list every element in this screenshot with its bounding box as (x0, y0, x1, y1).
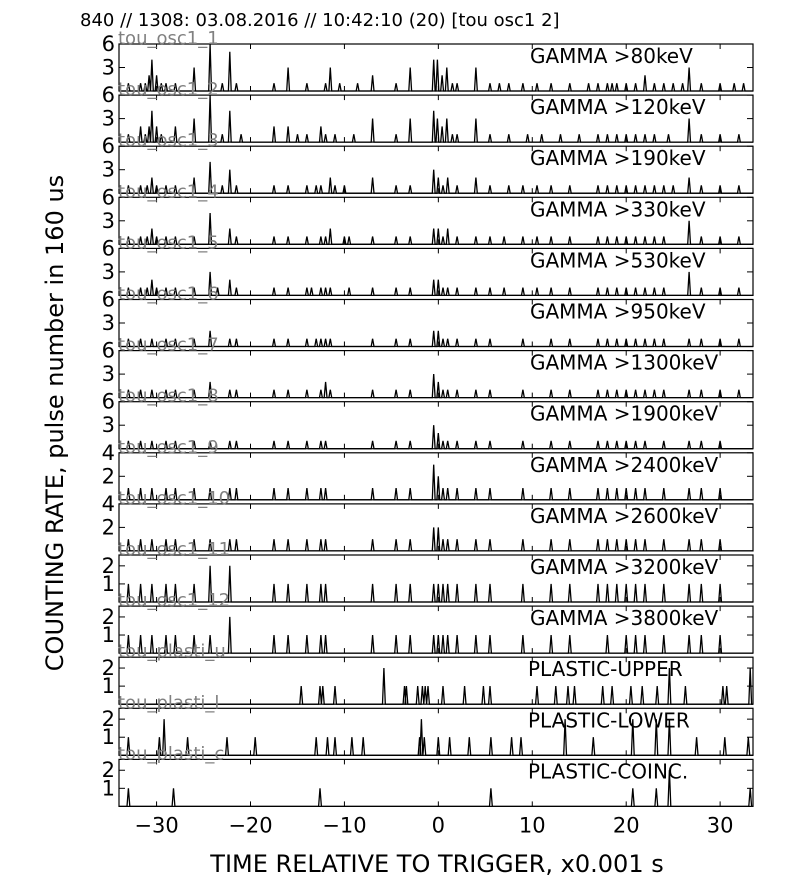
panel-id: tou_plasti_l (118, 692, 219, 713)
y-tick-label: 2 (102, 464, 115, 488)
panel-2: 36 GAMMA >120keV tou_osc1_2 (102, 79, 754, 143)
y-tick-label: 3 (102, 362, 115, 386)
x-tick-label: −20 (228, 813, 272, 837)
y-tick-label: 6 (102, 185, 115, 209)
y-tick-label: 3 (102, 413, 115, 437)
panel-14: 12 PLASTIC-LOWER tou_plasti_l (102, 692, 754, 756)
panel-label: PLASTIC-COINC. (528, 759, 688, 783)
panel-4: 36 GAMMA >330keV tou_osc1_4 (102, 181, 754, 245)
y-tick-label: 6 (102, 83, 115, 107)
x-tick-label: −30 (134, 813, 178, 837)
panel-label: GAMMA >530keV (530, 248, 706, 272)
panel-label: GAMMA >330keV (530, 197, 706, 221)
y-tick-label: 6 (102, 32, 115, 56)
panel-label: PLASTIC-LOWER (528, 708, 690, 732)
y-axis-label: COUNTING RATE, pulse number in 160 us (41, 175, 69, 671)
y-tick-label: 3 (102, 107, 115, 131)
panel-id: tou_plasti_u (118, 641, 226, 662)
x-axis-label: TIME RELATIVE TO TRIGGER, x0.001 s (209, 850, 663, 878)
panel-13: 12 PLASTIC-UPPER tou_plasti_u (102, 641, 754, 705)
y-tick-label: 4 (102, 492, 115, 516)
y-tick-label: 1 (102, 623, 115, 647)
y-tick-label: 2 (102, 758, 115, 782)
y-tick-label: 1 (102, 725, 115, 749)
y-tick-label: 3 (102, 209, 115, 233)
y-tick-label: 6 (102, 236, 115, 260)
x-tick-label: 30 (707, 813, 734, 837)
y-tick-label: 2 (102, 515, 115, 539)
panel-frame (118, 554, 754, 603)
panel-label: PLASTIC-UPPER (528, 657, 683, 681)
y-tick-label: 1 (102, 674, 115, 698)
panel-7: 36 GAMMA >1300keV tou_osc1_7 (102, 335, 754, 399)
y-tick-label: 3 (102, 260, 115, 284)
panel-id: tou_osc1_3 (118, 130, 219, 151)
panel-label: GAMMA >2600keV (530, 504, 719, 528)
panel-id: tou_osc1_8 (118, 386, 219, 407)
panel-frame (118, 758, 754, 808)
x-tick-label: −10 (322, 813, 366, 837)
y-tick-label: 2 (102, 554, 115, 578)
x-tick-label: 10 (519, 813, 546, 837)
panel-id: tou_osc1_9 (118, 437, 219, 458)
panel-3: 36 GAMMA >190keV tou_osc1_3 (102, 130, 754, 194)
panel-id: tou_osc1_12 (118, 590, 230, 611)
y-tick-label: 4 (102, 441, 115, 465)
y-tick-label: 2 (102, 707, 115, 731)
x-axis: −30 −20 −10 0 10 20 30 (134, 813, 733, 837)
y-tick-label: 2 (102, 605, 115, 629)
panel-label: GAMMA >950keV (530, 300, 706, 324)
panel-frame (118, 707, 754, 756)
x-tick-label: 0 (432, 813, 445, 837)
panel-id: tou_osc1_4 (118, 181, 219, 202)
panel-label: GAMMA >1900keV (530, 402, 719, 426)
panel-9: 24 GAMMA >2400keV tou_osc1_9 (102, 437, 754, 501)
panel-label: GAMMA >190keV (530, 146, 706, 170)
panel-id: tou_osc1_11 (118, 539, 230, 560)
panel-label: GAMMA >2400keV (530, 453, 719, 477)
y-tick-label: 3 (102, 311, 115, 335)
panel-12: 12 GAMMA >3800keV tou_osc1_12 (102, 590, 754, 654)
panel-id: tou_osc1_2 (118, 79, 219, 100)
y-tick-label: 6 (102, 134, 115, 158)
panel-id: tou_plasti_c (118, 743, 224, 764)
panel-11: 12 GAMMA >3200keV tou_osc1_11 (102, 539, 754, 603)
y-tick-label: 1 (102, 572, 115, 596)
panel-id: tou_osc1_10 (118, 488, 230, 509)
panel-label: GAMMA >1300keV (530, 351, 719, 375)
panel-id: tou_osc1_5 (118, 232, 219, 253)
series-line (119, 330, 753, 348)
y-tick-label: 3 (102, 56, 115, 80)
y-tick-label: 6 (102, 339, 115, 363)
panel-label: GAMMA >3800keV (530, 606, 719, 630)
panel-1: 36 GAMMA >80keV tou_osc1_1 (102, 28, 754, 92)
y-tick-label: 6 (102, 288, 115, 312)
panel-5: 36 GAMMA >530keV tou_osc1_5 (102, 232, 754, 297)
y-tick-label: 3 (102, 158, 115, 182)
panel-8: 36 GAMMA >1900keV tou_osc1_8 (102, 386, 754, 450)
panel-label: GAMMA >80keV (530, 44, 693, 68)
panel-10: 24 GAMMA >2600keV tou_osc1_10 (102, 488, 754, 552)
panel-id: tou_osc1_6 (118, 284, 219, 305)
chart-title: 840 // 1308: 03.08.2016 // 10:42:10 (20)… (80, 10, 560, 31)
panel-frame (118, 656, 754, 705)
panel-id: tou_osc1_7 (118, 335, 219, 356)
series-line (119, 271, 753, 297)
y-tick-label: 2 (102, 656, 115, 680)
y-tick-label: 1 (102, 776, 115, 800)
panel-15: 12 PLASTIC-COINC. tou_plasti_c (102, 743, 754, 808)
panel-label: GAMMA >3200keV (530, 555, 719, 579)
x-tick-label: 20 (613, 813, 640, 837)
panel-label: GAMMA >120keV (530, 95, 706, 119)
panel-6: 36 GAMMA >950keV tou_osc1_6 (102, 284, 754, 348)
panel-id: tou_osc1_1 (118, 28, 219, 49)
panel-frame (118, 605, 754, 654)
y-tick-label: 6 (102, 390, 115, 414)
